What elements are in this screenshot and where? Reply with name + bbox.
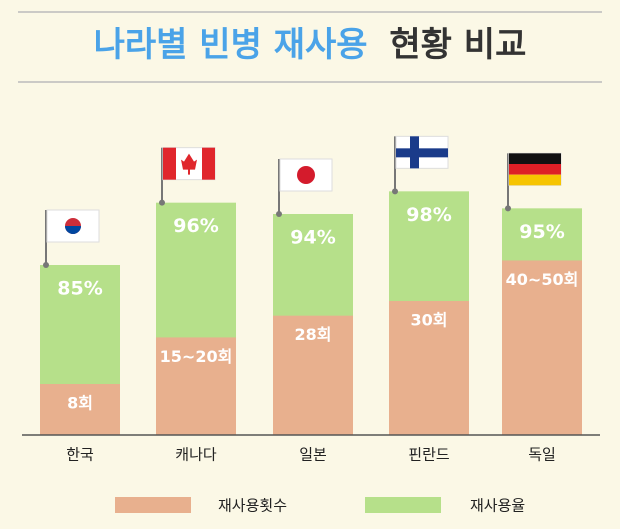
flag-cross xyxy=(396,148,448,158)
count-segment xyxy=(502,260,582,435)
count-segment xyxy=(156,337,236,435)
legend-label: 재사용율 xyxy=(470,497,525,515)
rate-label: 96% xyxy=(173,215,218,237)
flag-emblem xyxy=(65,226,81,234)
flag-field xyxy=(46,209,100,243)
flag-emblem xyxy=(297,166,315,184)
flag-band xyxy=(509,164,561,175)
rate-label: 98% xyxy=(406,204,451,226)
title-highlight: 나라별 빈병 재사용 xyxy=(94,25,368,65)
pole-base xyxy=(392,188,398,195)
flag-band xyxy=(509,174,561,186)
count-label: 15~20회 xyxy=(160,347,233,366)
x-tick-label: 한국 xyxy=(66,446,94,464)
pole-base xyxy=(276,211,282,217)
flag xyxy=(279,158,333,192)
legend-swatch xyxy=(365,497,441,513)
x-tick-label: 핀란드 xyxy=(408,446,450,464)
flag-band xyxy=(163,147,176,180)
count-segment xyxy=(40,384,120,435)
flag-leaf xyxy=(181,153,197,175)
title-rest: 현황 비교 xyxy=(389,25,526,65)
count-label: 40~50회 xyxy=(506,270,579,289)
flag xyxy=(508,152,562,186)
x-tick-label: 일본 xyxy=(299,446,327,464)
count-label: 28회 xyxy=(295,325,332,344)
rate-label: 95% xyxy=(519,221,564,243)
count-label: 8회 xyxy=(67,394,93,413)
count-label: 30회 xyxy=(411,310,448,329)
x-tick-label: 독일 xyxy=(528,446,556,464)
flag xyxy=(395,135,449,169)
legend-label: 재사용횟수 xyxy=(218,497,287,515)
chart-title: 나라별 빈병 재사용 현황 비교 xyxy=(94,25,527,65)
x-tick-label: 캐나다 xyxy=(175,446,217,464)
flag xyxy=(162,147,216,181)
rate-label: 85% xyxy=(57,278,102,300)
flag xyxy=(46,209,100,243)
flag-band xyxy=(202,147,215,180)
pole-base xyxy=(43,262,49,268)
pole-base xyxy=(505,205,511,212)
count-segment xyxy=(389,300,469,435)
rate-label: 94% xyxy=(290,227,335,249)
pole-base xyxy=(159,199,165,206)
count-segment xyxy=(273,315,353,435)
flag-band xyxy=(509,153,561,164)
legend-swatch xyxy=(115,497,191,513)
